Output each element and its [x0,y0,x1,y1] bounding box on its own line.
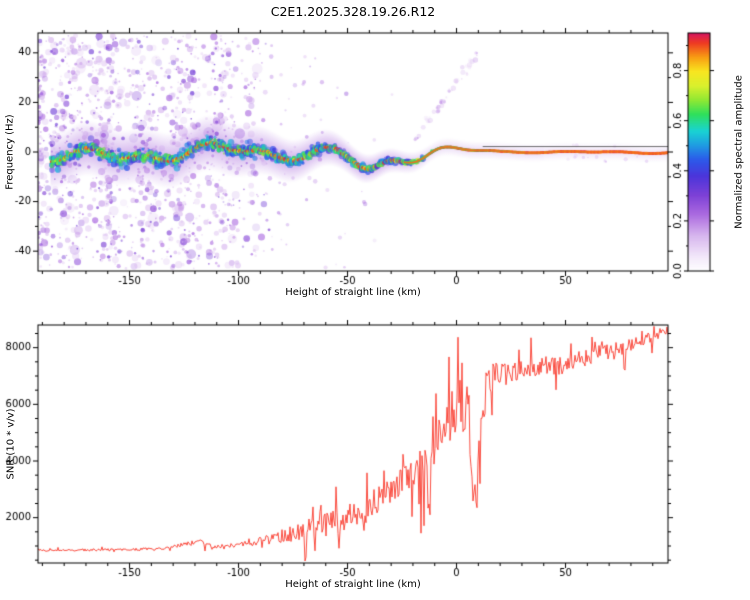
spectrogram-xaxis-label: Height of straight line (km) [285,287,421,298]
spectrogram-yaxis-label: Frequency (Hz) [4,114,16,190]
snr-yaxis-label: SNR (10 * v/v) [5,408,17,480]
colorbar-label: Normalized spectral amplitude [733,75,745,229]
figure-title: C2E1.2025.328.19.26.R12 [270,4,436,19]
snr-xaxis-label: Height of straight line (km) [285,579,421,590]
